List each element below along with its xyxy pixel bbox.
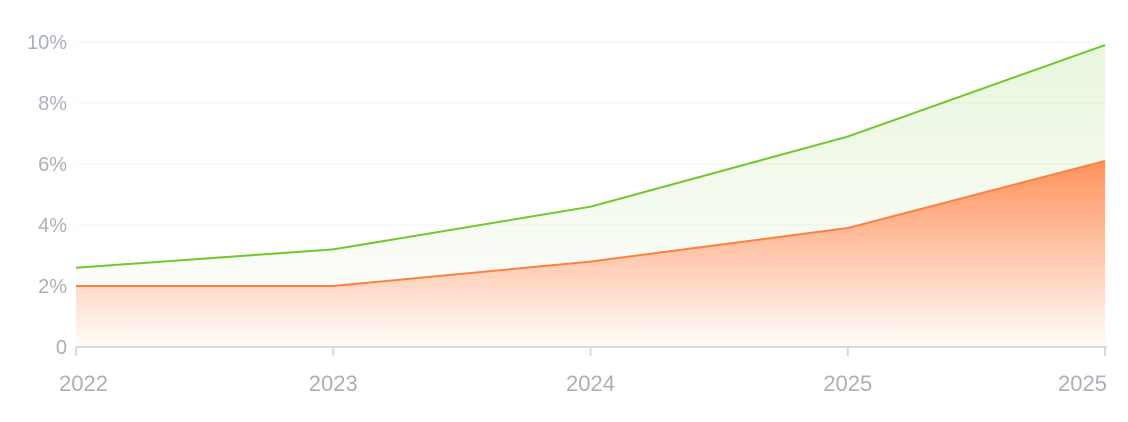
y-tick-label: 6% bbox=[38, 154, 67, 176]
y-axis-ticks: 0 2% 4% 6% 8% 10% bbox=[27, 32, 67, 359]
y-tick-label: 10% bbox=[27, 32, 67, 54]
y-tick-label: 0 bbox=[56, 337, 67, 359]
y-tick-label: 4% bbox=[38, 215, 67, 237]
x-axis bbox=[75, 346, 1107, 356]
y-tick-label: 8% bbox=[38, 93, 67, 115]
x-tick-label: 2025 bbox=[823, 371, 872, 396]
series-2-area bbox=[76, 45, 1105, 286]
x-tick-label: 2023 bbox=[309, 371, 358, 396]
series-areas bbox=[76, 45, 1105, 347]
x-axis-ticks: 2022 2023 2024 2025 2025 bbox=[59, 371, 1107, 396]
y-tick-label: 2% bbox=[38, 276, 67, 298]
series-1-area bbox=[76, 160, 1105, 347]
x-tick-label: 2024 bbox=[566, 371, 615, 396]
x-tick-label: 2022 bbox=[59, 371, 108, 396]
series-lines bbox=[75, 44, 1106, 287]
x-tick-label: 2025 bbox=[1058, 371, 1107, 396]
